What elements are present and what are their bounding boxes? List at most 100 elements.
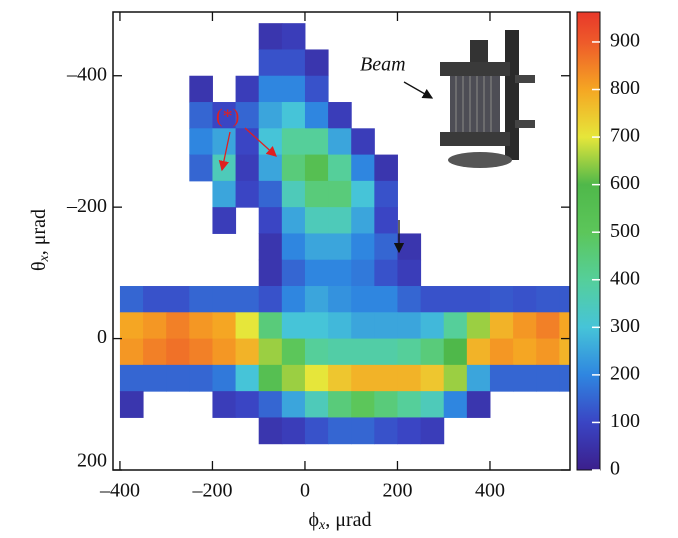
heatmap-cell (421, 339, 445, 366)
heatmap-cell (328, 260, 352, 287)
heatmap-cell (536, 365, 560, 392)
colorbar-tick-label: 800 (610, 77, 640, 99)
heatmap-cell (282, 76, 306, 103)
heatmap-cell (374, 155, 398, 182)
heatmap-cell (421, 286, 445, 313)
heatmap-cell (397, 339, 421, 366)
colorbar-tick-label: 600 (610, 172, 640, 194)
heatmap-cell (374, 181, 398, 208)
heatmap-cell (536, 312, 560, 339)
colorbar-tick-label: 300 (610, 315, 640, 337)
heatmap-cell (259, 286, 283, 313)
y-tick-label: 200 (77, 450, 107, 472)
heatmap-cell (328, 128, 352, 155)
heatmap-cell (305, 128, 329, 155)
heatmap-cell (143, 286, 167, 313)
heatmap-cell (259, 155, 283, 182)
heatmap-cell (282, 339, 306, 366)
x-unit: , μrad (325, 509, 371, 531)
heatmap-cell (513, 312, 537, 339)
heatmap-cell (374, 312, 398, 339)
heatmap-cell (328, 391, 352, 418)
x-tick-label: –400 (99, 480, 140, 502)
heatmap-cell (305, 312, 329, 339)
x-axis-label: ϕx, μrad (308, 509, 371, 534)
heatmap-cell (189, 102, 213, 129)
beam-arrow (404, 82, 432, 98)
colorbar-tick-label: 200 (610, 362, 640, 384)
heatmap-cell (467, 391, 491, 418)
heatmap-cell (282, 102, 306, 129)
heatmap-cell (143, 339, 167, 366)
heatmap-cell (212, 207, 236, 234)
heatmap-cell (328, 233, 352, 260)
heatmap-cell (351, 181, 375, 208)
heatmap-cell (305, 102, 329, 129)
heatmap-cell (212, 339, 236, 366)
heatmap-cell (282, 365, 306, 392)
heatmap-cell (236, 76, 260, 103)
heatmap-cell (282, 155, 306, 182)
heatmap-cell (259, 23, 283, 50)
heatmap-cell (236, 391, 260, 418)
x-symbol: ϕ (308, 509, 319, 531)
heatmap-cell (282, 128, 306, 155)
heatmap-cell (166, 312, 190, 339)
x-tick-label: 200 (382, 480, 412, 502)
heatmap-cell (236, 155, 260, 182)
heatmap-cell (282, 286, 306, 313)
heatmap-cell (421, 365, 445, 392)
y-tick-label: –400 (66, 63, 107, 85)
heatmap-cell (467, 365, 491, 392)
heatmap-cell (397, 391, 421, 418)
colorbar-tick-label: 100 (610, 410, 640, 432)
heatmap-cell (259, 365, 283, 392)
heatmap-cell (421, 312, 445, 339)
x-tick-label: –200 (191, 480, 232, 502)
heatmap-cell (120, 312, 144, 339)
heatmap-cell (166, 286, 190, 313)
heatmap-cell (490, 365, 514, 392)
heatmap-cell (305, 339, 329, 366)
heatmap-cell (282, 260, 306, 287)
heatmap-cell (305, 286, 329, 313)
heatmap-cell (305, 207, 329, 234)
colorbar-tick-label: 900 (610, 30, 640, 52)
heatmap-cell (282, 233, 306, 260)
heatmap-cell (351, 339, 375, 366)
heatmap-cell (189, 365, 213, 392)
heatmap-cell (236, 312, 260, 339)
heatmap-cell (351, 417, 375, 444)
heatmap-cell (236, 365, 260, 392)
colorbar (577, 12, 600, 470)
heatmap-cell (467, 286, 491, 313)
x-tick-label: 400 (475, 480, 505, 502)
heatmap-cell (421, 391, 445, 418)
heatmap-cell (120, 286, 144, 313)
heatmap-cell (189, 76, 213, 103)
heatmap-cell (444, 312, 468, 339)
heatmap-cell (212, 286, 236, 313)
heatmap-cell (282, 49, 306, 76)
heatmap-cell (236, 286, 260, 313)
heatmap-cell (166, 339, 190, 366)
heatmap-cell (513, 339, 537, 366)
heatmap-cell (351, 312, 375, 339)
beam-label: Beam (360, 54, 406, 76)
heatmap-cell (328, 339, 352, 366)
heatmap-cell (305, 391, 329, 418)
heatmap-cell (189, 339, 213, 366)
channel-label: (*) (216, 106, 239, 128)
heatmap-cell (282, 207, 306, 234)
heatmap-cell (490, 286, 514, 313)
heatmap-cell (212, 312, 236, 339)
heatmap-cell (328, 155, 352, 182)
heatmap-cell (189, 286, 213, 313)
heatmap-cell (397, 417, 421, 444)
heatmap-cell (374, 417, 398, 444)
y-axis-label: θx, μrad (28, 209, 53, 271)
heatmap-cell (328, 102, 352, 129)
heatmap-cell (351, 391, 375, 418)
heatmap-cell (259, 339, 283, 366)
